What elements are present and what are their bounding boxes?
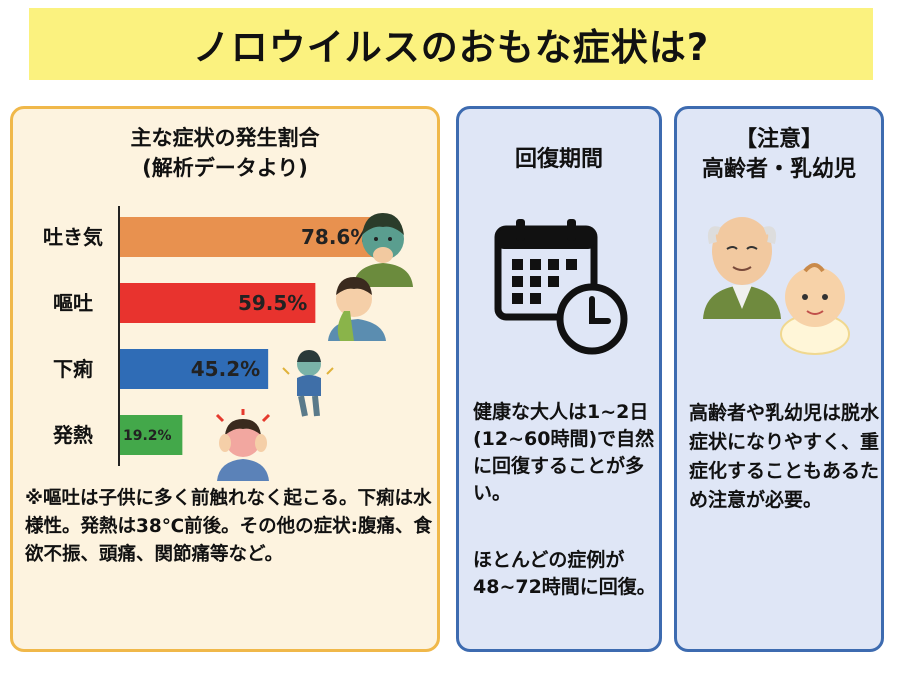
chart-subtitle: (解析データより): [142, 156, 308, 180]
caution-title: 高齢者・乳幼児: [701, 157, 856, 182]
value-label: 78.6%: [301, 225, 370, 249]
nausea-person-illustration: [353, 213, 413, 287]
stomachache-person-illustration: [282, 350, 334, 417]
caution-text: 高齢者や乳幼児は脱水症状になりやすく、重症化することもあるため注意が必要。: [689, 402, 880, 511]
elderly-and-baby-illustration: [703, 217, 850, 355]
recovery-text-1: 健康な大人は1~2日(12~60時間)で自然に回復することが多い。: [473, 401, 655, 504]
bar-3: [119, 349, 269, 389]
symptom-note: ※嘔吐は子供に多く前触れなく起こる。下痢は水様性。発熱は38℃前後。その他の症状…: [25, 488, 433, 565]
value-label: 19.2%: [123, 428, 172, 444]
category-label: 嘔吐: [53, 291, 93, 315]
recovery-text-2: ほとんどの症例が48~72時間に回復。: [473, 549, 656, 598]
symptom-bar-chart: 吐き気 78.6% 嘔吐 59.5% 下痢 45.2% 発熱 19.2%: [43, 206, 413, 481]
calendar-clock-icon: [494, 219, 628, 355]
chart-title: 主な症状の発生割合: [130, 126, 320, 150]
category-label: 発熱: [52, 423, 93, 447]
caution-label: 【注意】: [734, 127, 823, 152]
recovery-title: 回復期間: [514, 147, 603, 172]
bar-1: [119, 217, 379, 257]
bar-2: [119, 283, 316, 323]
recovery-period-panel: 回復期間 健康な大人は1~2日(12~60時間)で自然に回復することが多い。 ほ…: [456, 106, 662, 652]
category-label: 吐き気: [43, 225, 103, 249]
category-label: 下痢: [53, 357, 93, 381]
page-title: ノロウイルスのおもな症状は?: [192, 26, 710, 69]
bar-4: [119, 415, 183, 455]
vomiting-person-illustration: [328, 277, 386, 341]
symptom-chart-panel: 主な症状の発生割合 (解析データより) 吐き気 78.6% 嘔吐 59.5% 下痢 45.…: [10, 106, 440, 652]
title-banner: ノロウイルスのおもな症状は?: [29, 8, 873, 80]
caution-panel: 【注意】 高齢者・乳幼児 高齢者や乳幼児は脱水症状になりやすく、重症化することも…: [674, 106, 884, 652]
value-label: 45.2%: [191, 357, 260, 381]
fever-person-illustration: [215, 409, 271, 481]
value-label: 59.5%: [238, 291, 307, 315]
